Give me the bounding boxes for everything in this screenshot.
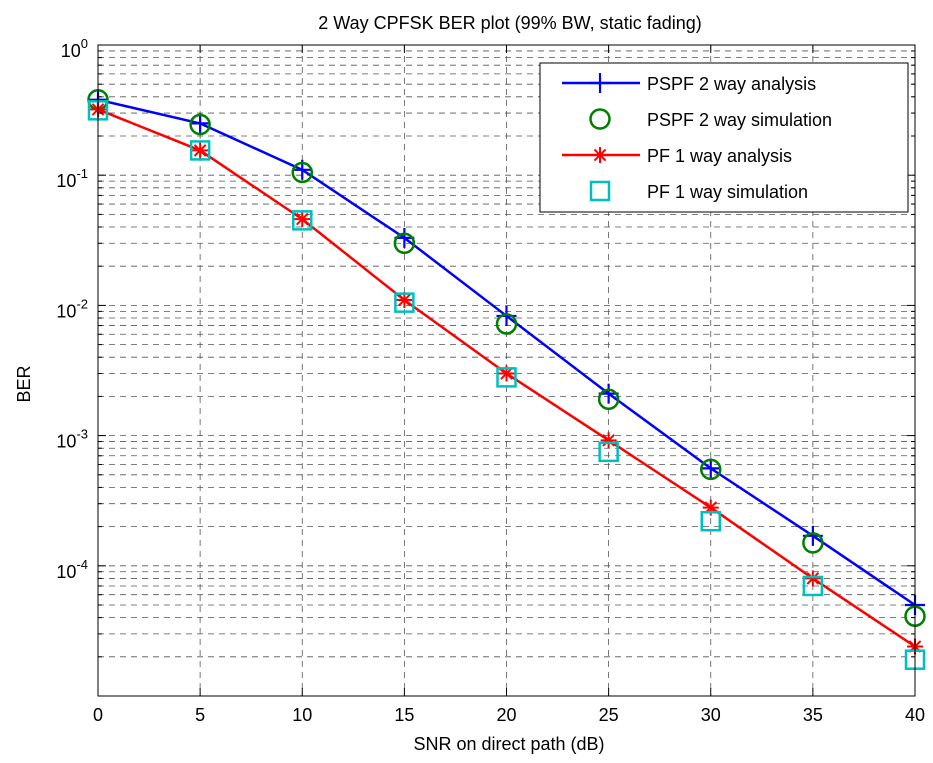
legend-marker-2 — [592, 147, 608, 163]
marker-square — [700, 510, 721, 532]
x-tick-label: 35 — [803, 705, 823, 725]
x-tick-label: 30 — [701, 705, 721, 725]
y-tick-label: 10-4 — [56, 557, 88, 582]
marker-star — [500, 367, 513, 380]
x-tick-label: 10 — [292, 705, 312, 725]
marker-square — [598, 441, 619, 463]
legend: PSPF 2 way analysis PSPF 2 way simulation… — [539, 62, 909, 213]
series-markers-1 — [87, 88, 926, 627]
x-axis-label: SNR on direct path (dB) — [413, 734, 604, 754]
marker-circle — [189, 113, 211, 136]
chart-title: 2 Way CPFSK BER plot (99% BW, static fad… — [318, 13, 701, 33]
marker-star — [193, 144, 207, 157]
x-tick-label: 15 — [394, 705, 414, 725]
legend-label-2: PF 1 way analysis — [647, 146, 792, 166]
marker-square — [802, 575, 824, 597]
y-axis-label: BER — [14, 365, 34, 402]
marker-circle — [597, 388, 620, 411]
legend-marker-3 — [589, 180, 611, 202]
series-markers-3 — [87, 100, 926, 670]
marker-circle — [802, 532, 824, 554]
marker-square — [292, 210, 313, 231]
marker-star — [593, 148, 607, 162]
legend-marker-1 — [589, 108, 611, 130]
marker-circle — [495, 313, 518, 335]
marker-square — [189, 140, 211, 161]
x-tick-label: 20 — [496, 705, 516, 725]
marker-circle — [393, 232, 416, 255]
x-tick-label: 25 — [599, 705, 619, 725]
legend-marker-0 — [590, 73, 610, 93]
marker-star — [295, 212, 309, 226]
marker-circle — [291, 161, 313, 184]
marker-circle — [589, 108, 611, 130]
axis-ticks — [97, 45, 916, 696]
x-tick-labels: 0 5 10 15 20 25 30 35 40 — [93, 705, 925, 725]
legend-box — [539, 62, 909, 213]
marker-star — [806, 572, 820, 585]
y-tick-labels: 100 10-1 10-2 10-3 10-4 — [56, 36, 88, 582]
marker-star — [398, 293, 411, 307]
y-tick-label: 10-3 — [56, 427, 88, 452]
legend-label-3: PF 1 way simulation — [647, 182, 808, 202]
legend-label-0: PSPF 2 way analysis — [647, 74, 816, 94]
x-tick-label: 0 — [93, 705, 103, 725]
marker-square — [394, 292, 415, 313]
y-tick-label: 100 — [61, 36, 88, 61]
x-tick-label: 40 — [905, 705, 925, 725]
marker-square — [496, 367, 517, 388]
marker-square — [589, 180, 611, 202]
grid-lines — [98, 45, 915, 696]
y-tick-label: 10-1 — [56, 166, 88, 191]
x-tick-label: 5 — [195, 705, 205, 725]
y-tick-label: 10-2 — [56, 296, 88, 321]
legend-label-1: PSPF 2 way simulation — [647, 110, 832, 130]
marker-circle — [700, 458, 722, 481]
